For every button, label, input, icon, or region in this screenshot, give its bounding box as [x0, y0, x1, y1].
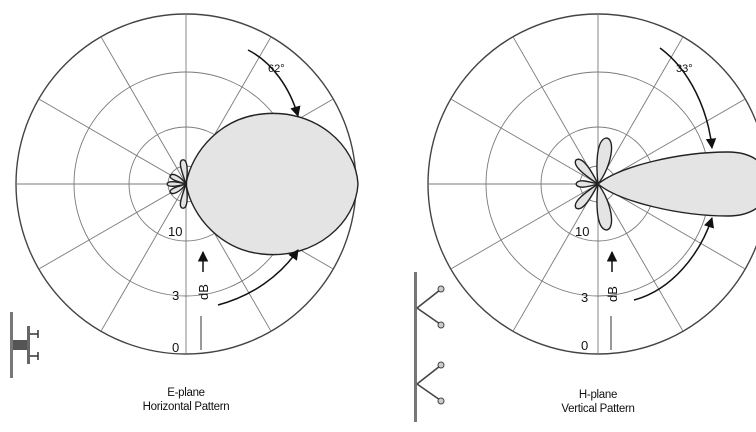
- e-plane-side-lobes: [166, 159, 188, 209]
- e-plane-spoke: [100, 183, 187, 332]
- h-plane-main-lobe: [596, 151, 756, 217]
- h-plane-spoke: [512, 183, 599, 332]
- panel-antenna-mount-icon: [10, 312, 39, 378]
- h-plane-upper-arrow: [659, 47, 717, 150]
- h-plane-scale-3: 3: [581, 290, 588, 305]
- h-plane-panel: 33° 10 3 0 dB H-plane Vertical Pattern: [414, 13, 756, 422]
- h-plane-spoke: [597, 183, 746, 270]
- e-plane-scale-3: 3: [172, 288, 179, 303]
- e-plane-spoke: [38, 98, 187, 185]
- e-plane-caption-subtitle: Horizontal Pattern: [143, 401, 230, 413]
- e-plane-db-label: dB: [196, 284, 211, 300]
- h-plane-scale-0: 0: [581, 338, 588, 353]
- e-plane-panel: 62° 10 3 0 dB E-plane Horizontal Pattern: [10, 13, 359, 413]
- e-plane-spoke: [100, 36, 187, 185]
- e-plane-main-lobe: [185, 112, 359, 256]
- h-plane-caption-title: H-plane: [579, 389, 617, 401]
- e-plane-upper-arrow: [247, 49, 301, 118]
- h-plane-side-lobes: [574, 137, 613, 231]
- e-plane-beamwidth-label: 62°: [268, 63, 285, 75]
- h-plane-spoke: [450, 98, 599, 185]
- h-plane-spoke: [450, 183, 599, 270]
- e-plane-scale-0: 0: [172, 340, 179, 355]
- h-plane-caption-subtitle: Vertical Pattern: [561, 403, 634, 415]
- e-plane-scale-10: 10: [168, 224, 182, 239]
- h-plane-db-label: dB: [605, 286, 620, 302]
- h-plane-spoke: [597, 36, 684, 185]
- e-plane-caption-title: E-plane: [167, 387, 205, 399]
- h-plane-spoke: [597, 183, 684, 332]
- e-plane-spoke: [38, 183, 187, 270]
- h-plane-scale-10: 10: [575, 224, 589, 239]
- h-plane-spoke: [597, 98, 746, 185]
- h-plane-lower-arrow: [633, 217, 714, 301]
- e-plane-lower-arrow: [217, 249, 299, 306]
- dipole-mount-icon: [414, 272, 445, 422]
- h-plane-spoke: [512, 36, 599, 185]
- h-plane-beamwidth-label: 33°: [676, 63, 693, 75]
